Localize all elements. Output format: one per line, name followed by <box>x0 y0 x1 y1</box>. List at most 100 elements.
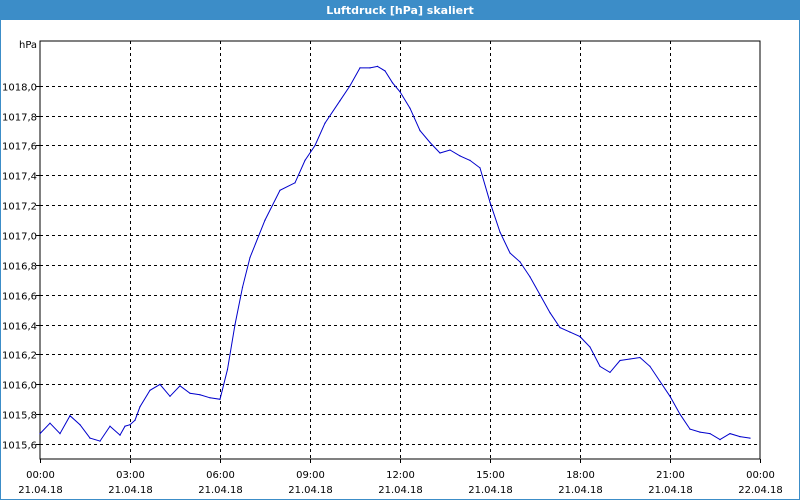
data-point <box>39 433 41 435</box>
data-point <box>419 130 421 132</box>
data-point <box>314 144 316 147</box>
data-point <box>629 358 631 360</box>
data-point <box>689 428 691 430</box>
data-point <box>459 155 461 157</box>
data-point <box>519 261 521 263</box>
grid-layer <box>36 41 761 463</box>
data-point <box>509 252 511 254</box>
y-tick-label: 1017,2 <box>2 202 37 213</box>
data-point <box>109 425 111 427</box>
x-tick-label-date: 21.04.18 <box>468 485 513 496</box>
data-point <box>679 413 681 415</box>
data-point <box>49 422 51 424</box>
data-point <box>399 91 401 93</box>
data-point <box>294 182 296 184</box>
x-tick-label-date: 21.04.18 <box>108 485 153 496</box>
data-point <box>249 256 251 259</box>
y-tick-label: 1016,4 <box>2 322 37 333</box>
data-point <box>619 359 621 362</box>
x-tick-label-time: 12:00 <box>386 470 415 481</box>
data-point <box>639 356 641 359</box>
y-tick-label: 1016,8 <box>2 262 37 273</box>
window-title: Luftdruck [hPa] skaliert <box>1 1 799 20</box>
data-point <box>119 434 121 436</box>
x-axis-tick-labels: 00:00 21.04.18 03:00 21.04.18 06:00 21.04.18 0… <box>18 470 783 496</box>
data-point <box>199 394 201 396</box>
data-point <box>589 346 591 348</box>
data-point <box>729 433 731 435</box>
data-point <box>264 219 266 221</box>
data-point <box>129 424 131 426</box>
data-point <box>409 107 411 109</box>
x-tick-label-time: 15:00 <box>476 470 505 481</box>
data-point <box>699 431 701 433</box>
data-point <box>369 67 371 69</box>
data-point <box>429 141 431 144</box>
x-tick-label-time: 03:00 <box>116 470 145 481</box>
x-tick-label-time: 00:00 <box>746 470 775 481</box>
data-point <box>499 231 501 233</box>
data-point <box>219 398 221 400</box>
data-point <box>149 389 151 391</box>
data-point <box>339 100 341 102</box>
y-tick-label: 1017,6 <box>2 142 37 153</box>
data-point <box>479 167 481 169</box>
x-tick-label-time: 06:00 <box>206 470 235 481</box>
x-tick-label-date: 21.04.18 <box>288 485 333 496</box>
data-point <box>179 385 181 387</box>
data-point <box>449 149 451 151</box>
data-points <box>39 65 751 442</box>
data-point <box>649 365 651 367</box>
data-point <box>439 152 441 154</box>
y-tick-label: 1016,2 <box>2 351 37 362</box>
data-point <box>124 425 126 427</box>
data-point <box>234 324 236 326</box>
data-point <box>139 406 141 408</box>
x-tick-label-time: 00:00 <box>26 470 55 481</box>
data-point <box>349 85 351 87</box>
pressure-line <box>39 65 751 442</box>
data-point <box>279 189 281 191</box>
data-point <box>659 380 661 382</box>
data-point <box>384 70 386 72</box>
data-point <box>391 82 394 84</box>
plot-area-border <box>39 40 761 460</box>
x-tick-label-date: 21.04.18 <box>18 485 63 496</box>
x-tick-label-time: 09:00 <box>296 470 325 481</box>
x-tick-label-date: 21.04.18 <box>378 485 423 496</box>
data-point <box>579 336 581 338</box>
y-tick-label: 1016,0 <box>2 381 37 392</box>
x-tick-label-date: 21.04.18 <box>198 485 243 496</box>
data-point <box>226 368 229 370</box>
data-point <box>159 383 161 385</box>
data-point <box>169 395 171 397</box>
x-tick-label-date: 21.04.18 <box>558 485 603 496</box>
x-tick-label-time: 18:00 <box>566 470 595 481</box>
data-point <box>609 371 611 373</box>
data-point <box>489 201 491 203</box>
x-tick-label-date: 22.04.18 <box>738 485 783 496</box>
y-tick-label: 1017,8 <box>2 113 37 124</box>
data-point <box>304 159 306 161</box>
data-point <box>99 440 101 442</box>
data-point <box>59 433 61 435</box>
data-point <box>189 392 191 394</box>
data-point <box>324 122 326 124</box>
data-point <box>739 436 741 438</box>
data-point <box>241 286 244 288</box>
y-tick-label: 1017,4 <box>2 172 37 183</box>
data-point <box>89 437 91 439</box>
data-point <box>134 419 136 421</box>
data-point <box>69 415 71 417</box>
data-point <box>709 433 711 435</box>
data-point <box>569 331 571 333</box>
data-point <box>559 327 561 329</box>
data-point <box>529 276 531 278</box>
x-tick-label-time: 21:00 <box>656 470 685 481</box>
data-point <box>359 67 361 69</box>
y-axis-tick-labels: 1015,6 1015,8 1016,0 1016,2 1016,4 1016,6 1016… <box>2 83 37 452</box>
data-point <box>669 395 671 397</box>
data-point <box>469 159 471 161</box>
data-point <box>79 424 81 426</box>
